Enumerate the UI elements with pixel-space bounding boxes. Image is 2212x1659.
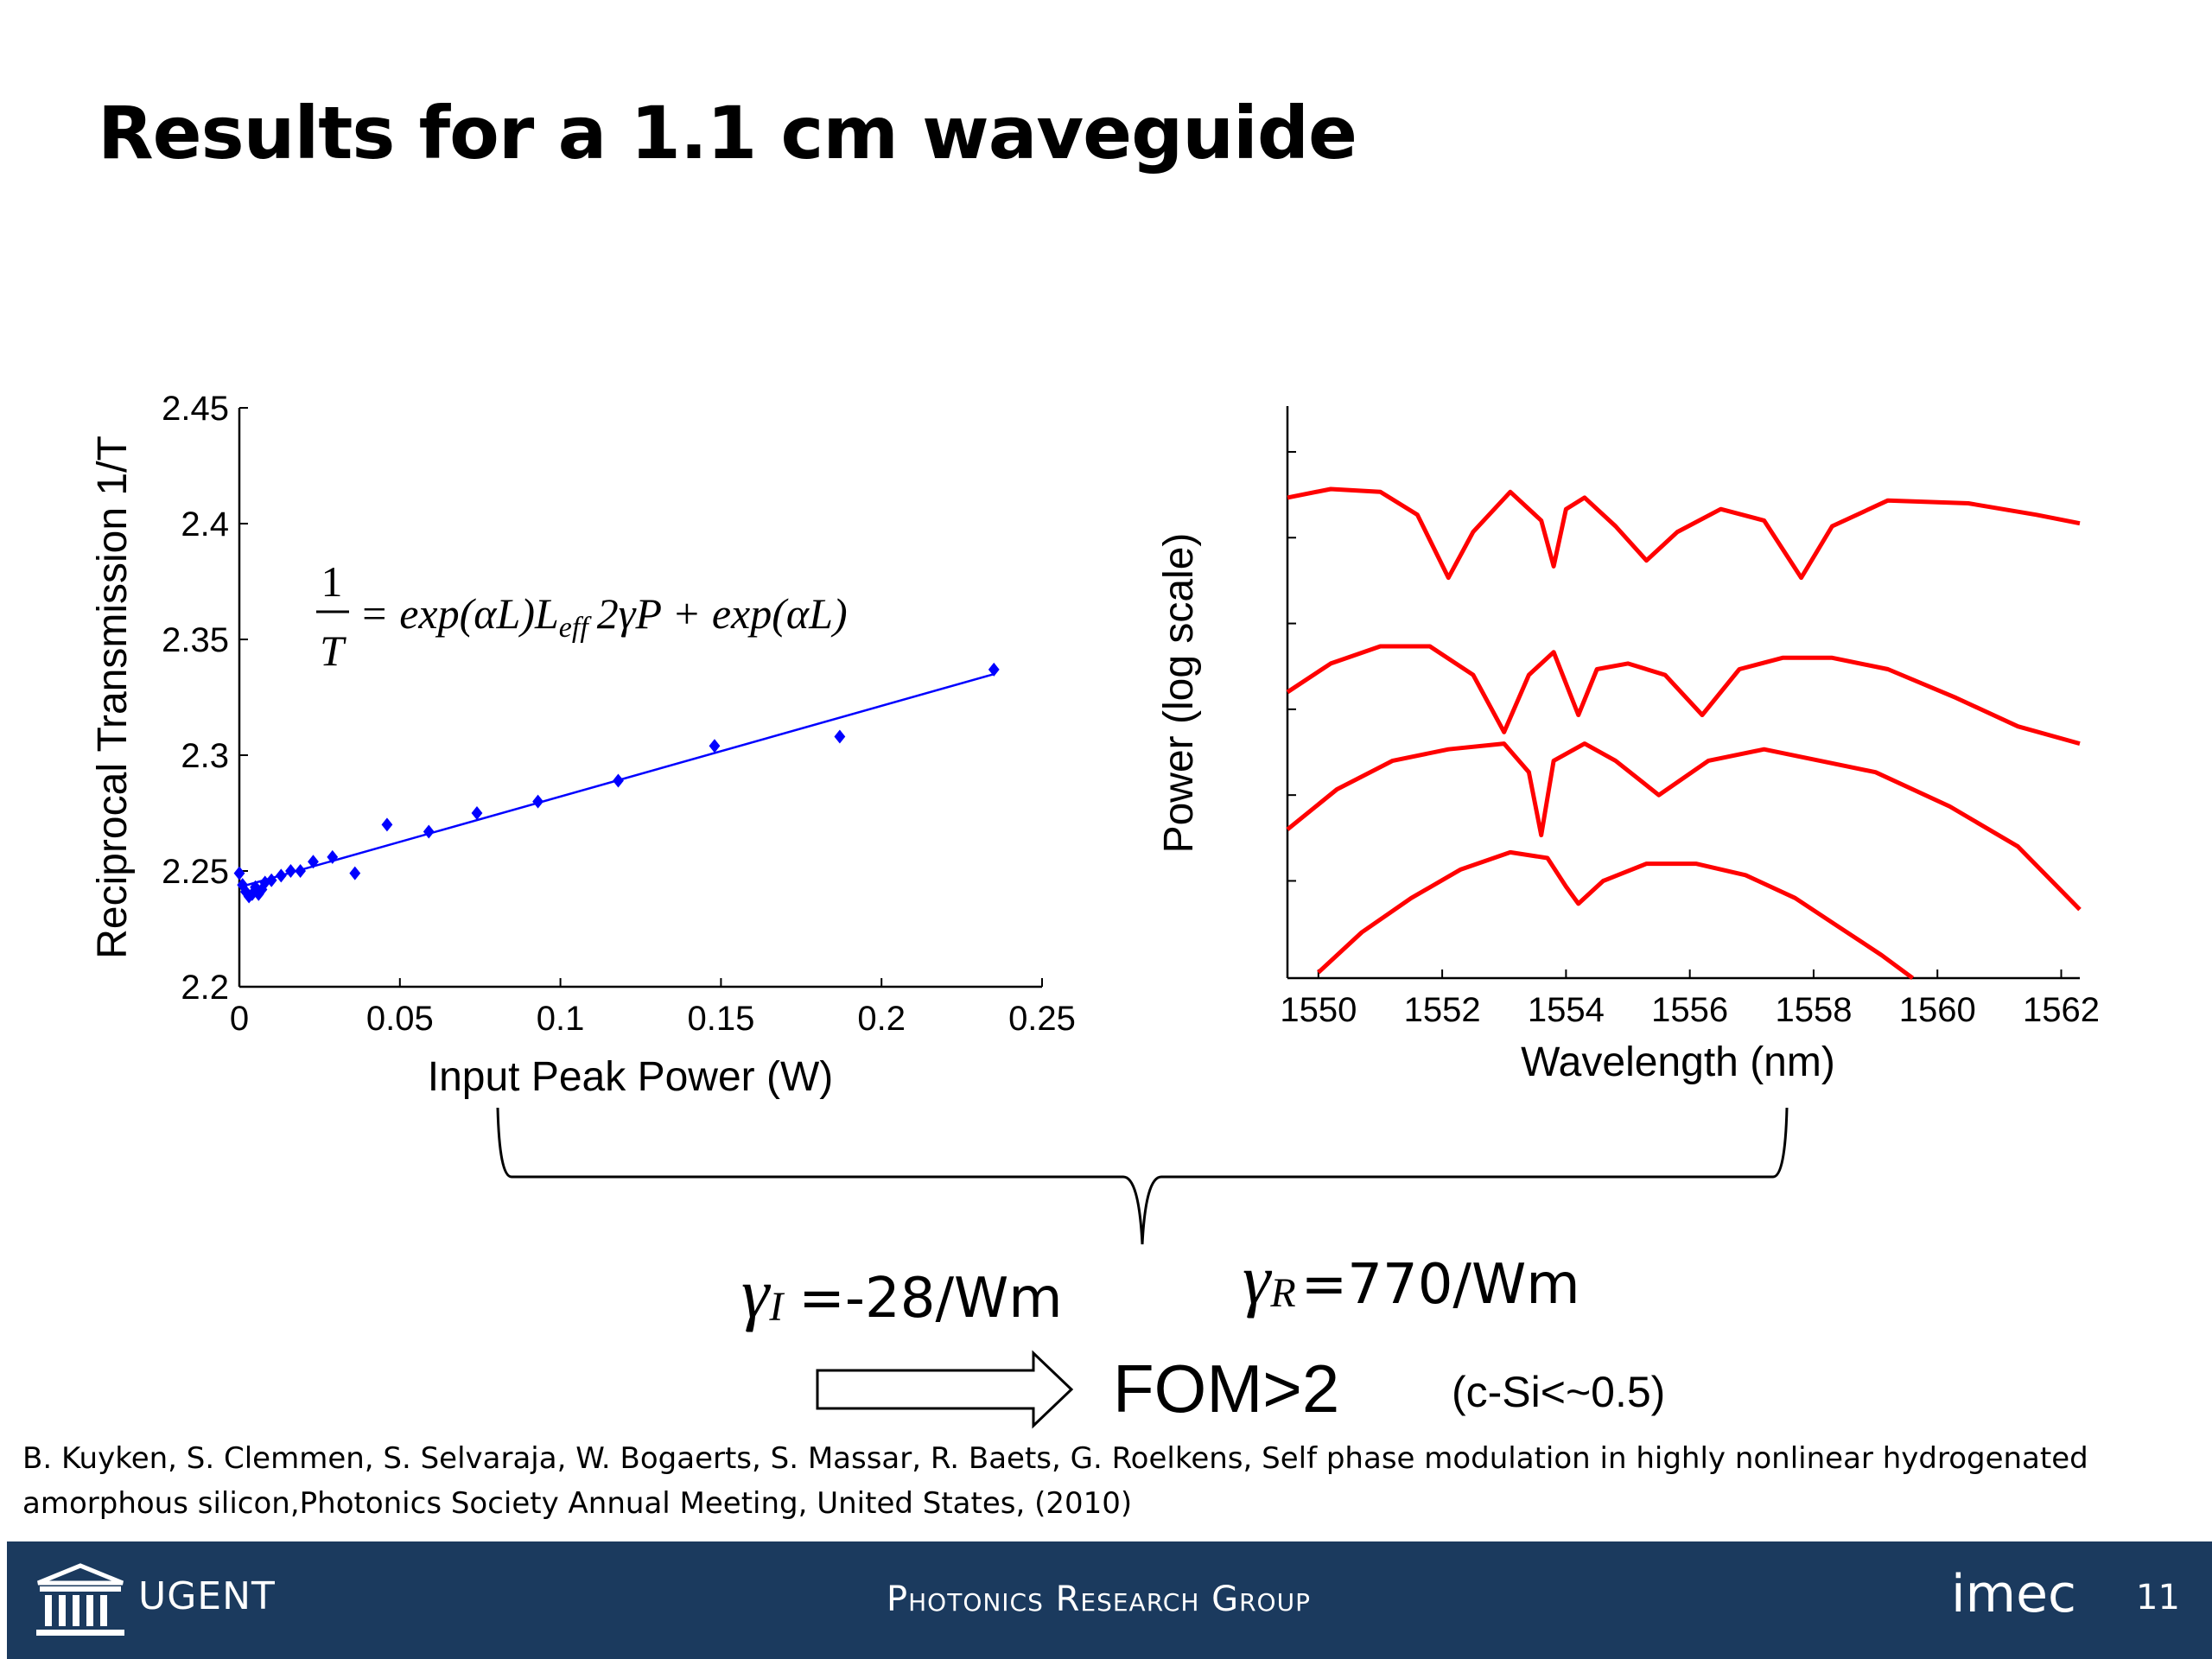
chart1-x-tick-label: 0.1: [537, 1000, 585, 1038]
university-building-icon: [36, 1563, 124, 1636]
equation-sub: eff: [559, 612, 593, 644]
chart1-data-point: [285, 864, 296, 878]
chart1-x-label: Input Peak Power (W): [428, 1054, 834, 1100]
chart1-data-point: [240, 885, 251, 899]
chart1-data-point: [327, 849, 339, 864]
chart2-x-tick-label: 1560: [1899, 991, 1976, 1029]
arrow-icon: [816, 1350, 1074, 1429]
chart2-series-2: [1286, 644, 2081, 747]
chart1-data-point: [349, 866, 361, 880]
chart1-x-tick-label: 0.15: [687, 1000, 754, 1038]
chart1-y-tick-label: 2.25: [162, 853, 229, 891]
gamma-r-sub: R: [1269, 1270, 1295, 1316]
chart2-series-4: [1317, 849, 1915, 981]
fom-text: FOM>2: [1113, 1351, 1339, 1427]
chart1-y-tick-label: 2.45: [162, 390, 229, 428]
chart1-data-point: [308, 855, 319, 869]
fom-note: (c-Si<~0.5): [1452, 1368, 1665, 1416]
chart1-data-point: [381, 817, 393, 832]
chart1-data-point: [237, 878, 249, 893]
chart2-x-tick-label: 1552: [1404, 991, 1481, 1029]
transmission-chart: 0 0.05 0.1 0.15 0.2 0.25 2.2 2.25 2.3 2.35 2.4 2.45…: [90, 390, 1076, 1100]
footer-bar: UGENT Photonics Research Group imec 11: [7, 1541, 2212, 1659]
gamma-i-value: =-28/Wm: [798, 1267, 1062, 1331]
page-number: 11: [2136, 1578, 2180, 1618]
chart1-data-point: [834, 729, 846, 744]
reference-citation: B. Kuyken, S. Clemmen, S. Selvaraja, W. …: [22, 1436, 2191, 1526]
gamma-r-symbol: γ: [1243, 1240, 1273, 1319]
ugent-logo-text: UGENT: [138, 1574, 276, 1618]
chart1-data-point: [233, 866, 245, 880]
svg-text:γI=-28/Wm: γI =-28/Wm: [741, 1254, 1063, 1332]
equation-rhs: = exp(αL)L: [359, 589, 559, 638]
chart1-data-point: [471, 806, 483, 820]
chart1-data-point: [295, 864, 307, 878]
chart2-x-tick-label: 1558: [1775, 991, 1852, 1029]
chart1-y-tick-label: 2.35: [162, 621, 229, 659]
imec-logo-text: imec: [1951, 1564, 2077, 1624]
equation-rhs2: 2γP + exp(αL): [597, 589, 848, 638]
chart1-data-point: [613, 773, 624, 788]
transmission-equation: 1 T = exp(αL)Leff 2γP + exp(αL): [316, 557, 848, 675]
chart2-x-tick-label: 1554: [1528, 991, 1605, 1029]
grouping-brace: [496, 1107, 1789, 1245]
chart1-y-tick-label: 2.2: [181, 969, 229, 1007]
group-name: Photonics Research Group: [887, 1580, 1311, 1619]
gamma-r-value: =770/Wm: [1301, 1253, 1580, 1317]
chart2-x-tick-label: 1562: [2023, 991, 2100, 1029]
gamma-i-sub: I: [768, 1284, 785, 1330]
chart1-data-point: [532, 794, 543, 809]
chart2-y-label: Power (log scale): [1156, 533, 1202, 854]
chart1-y-tick-label: 2.3: [181, 737, 229, 775]
chart2-series-3: [1286, 741, 2082, 912]
reference-line-2: amorphous silicon,Photonics Society Annu…: [22, 1486, 1133, 1521]
chart2-x-label: Wavelength (nm): [1521, 1039, 1835, 1085]
chart2-x-tick-label: 1556: [1651, 991, 1728, 1029]
chart1-data-point: [423, 824, 435, 839]
chart1-data-point: [265, 873, 277, 887]
slide-title: Results for a 1.1 cm waveguide: [98, 91, 1357, 175]
svg-text:γR=770/Wm: γR=770/Wm: [1243, 1240, 1580, 1319]
chart1-data-point: [275, 868, 287, 883]
chart1-data-point: [256, 882, 268, 897]
gamma-i-symbol: γ: [741, 1254, 772, 1332]
chart1-y-label: Reciprocal Transmission 1/T: [90, 435, 136, 959]
reference-line-1: B. Kuyken, S. Clemmen, S. Selvaraja, W. …: [22, 1441, 2088, 1476]
chart1-x-tick-label: 0.2: [857, 1000, 906, 1038]
chart2-series-1: [1287, 486, 2081, 581]
chart1-y-tick-label: 2.4: [181, 505, 229, 543]
equation-numerator: 1: [321, 557, 343, 606]
chart1-x-tick-label: 0: [230, 1000, 249, 1038]
chart1-data-point: [988, 662, 1000, 677]
equation-denominator: T: [320, 626, 346, 675]
chart1-data-point: [709, 739, 721, 753]
spectrum-chart: 1550 1552 1554 1556 1558 1560 1562 Wavelength (…: [1156, 406, 2100, 1085]
chart1-x-tick-label: 0.05: [366, 1000, 434, 1038]
chart1-x-tick-label: 0.25: [1008, 1000, 1076, 1038]
chart2-x-tick-label: 1550: [1280, 991, 1357, 1029]
